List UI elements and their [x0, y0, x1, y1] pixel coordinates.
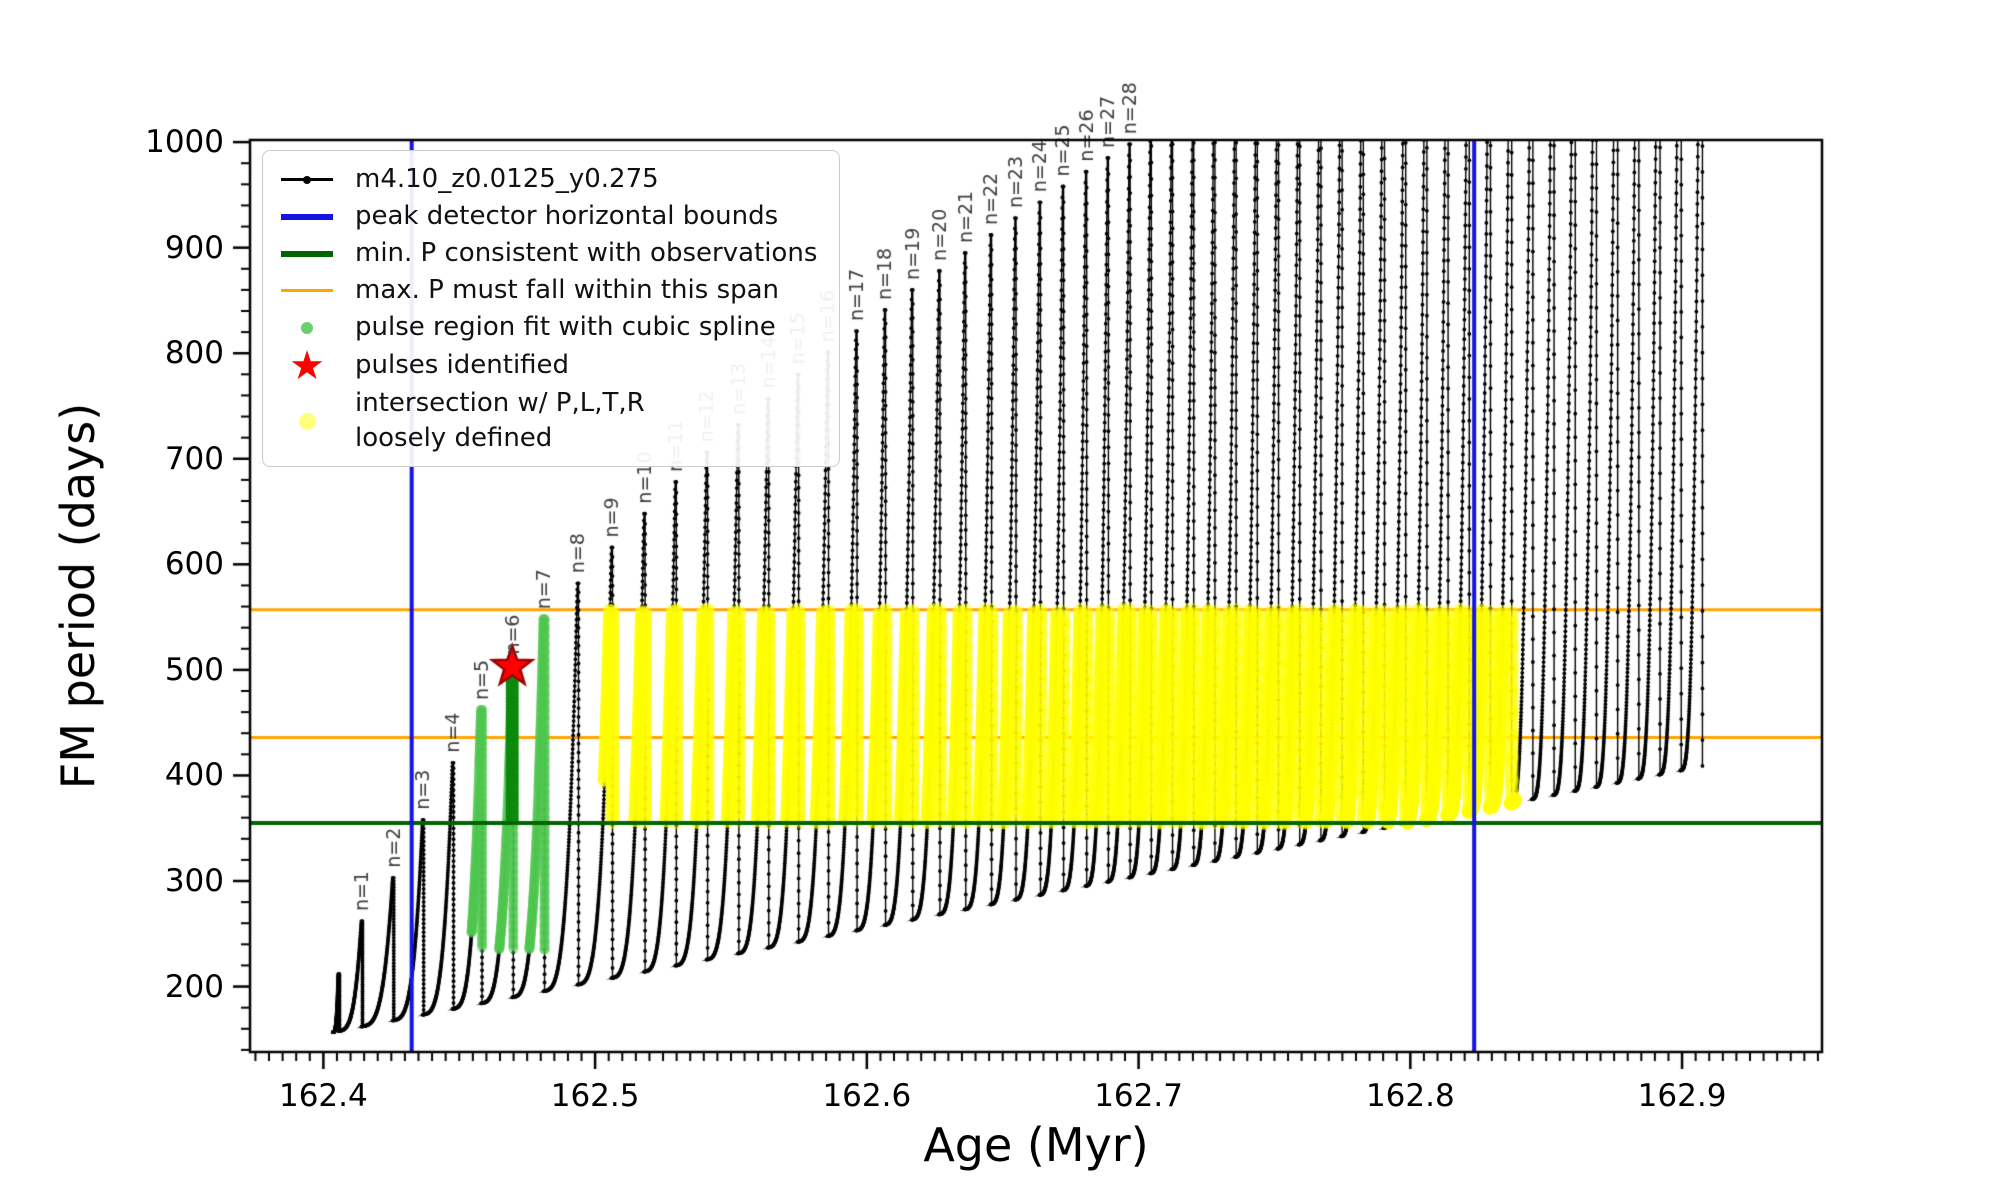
legend-star-icon: ★ — [289, 343, 325, 389]
legend-label: max. P must fall within this span — [355, 274, 780, 305]
y-tick-label: 600 — [164, 546, 224, 583]
legend-label: pulse region fit with cubic spline — [355, 311, 776, 342]
y-tick-label: 500 — [164, 651, 224, 688]
x-tick-label: 162.7 — [1094, 1078, 1183, 1114]
legend-label: intersection w/ P,L,T,R loosely defined — [355, 388, 645, 454]
x-tick-label: 162.6 — [822, 1078, 912, 1114]
legend-line-marker — [275, 289, 339, 292]
legend-label: pulses identified — [355, 350, 570, 381]
legend-label: m4.10_z0.0125_y0.275 — [355, 163, 659, 194]
legend-thick-line-marker — [275, 250, 339, 257]
legend-item-2: min. P consistent with observations — [275, 235, 817, 272]
legend-item-6: intersection w/ P,L,T,R loosely defined — [275, 386, 817, 456]
legend-thick-line-marker — [275, 213, 339, 220]
x-tick-label: 162.9 — [1637, 1078, 1727, 1114]
y-tick-label: 300 — [164, 863, 224, 899]
legend-label: min. P consistent with observations — [355, 237, 818, 268]
legend-line-dot-marker — [275, 175, 339, 184]
y-axis-title: FM period (days) — [51, 402, 105, 790]
y-tick-label: 700 — [164, 440, 224, 477]
x-tick-label: 162.8 — [1365, 1078, 1455, 1114]
legend-label: peak detector horizontal bounds — [355, 200, 779, 231]
x-tick-label: 162.5 — [550, 1078, 640, 1114]
y-tick-label: 800 — [164, 335, 224, 372]
y-tick-label: 1000 — [145, 124, 224, 161]
y-tick-label: 400 — [164, 757, 224, 794]
legend-item-1: peak detector horizontal bounds — [275, 198, 817, 235]
legend-item-4: pulse region fit with cubic spline — [275, 309, 817, 346]
y-tick-label: 200 — [164, 968, 224, 1005]
y-tick-label: 900 — [164, 229, 224, 266]
legend-item-5: ★ pulses identified — [275, 346, 817, 386]
legend-big-dot-marker — [275, 412, 339, 430]
legend-item-0: m4.10_z0.0125_y0.275 — [275, 161, 817, 198]
legend-dot-marker — [275, 321, 339, 334]
x-tick-label: 162.4 — [278, 1078, 368, 1114]
legend-item-3: max. P must fall within this span — [275, 272, 817, 309]
x-axis-title: Age (Myr) — [923, 1118, 1149, 1172]
